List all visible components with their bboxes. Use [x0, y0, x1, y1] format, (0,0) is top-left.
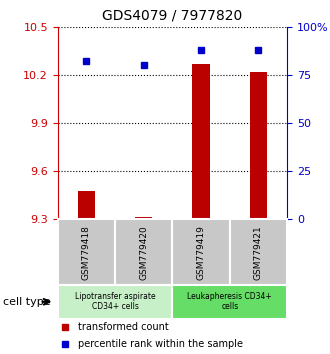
Bar	[115, 219, 172, 285]
Text: transformed count: transformed count	[79, 322, 169, 332]
Text: percentile rank within the sample: percentile rank within the sample	[79, 339, 244, 349]
Bar	[58, 285, 172, 319]
Text: Lipotransfer aspirate
CD34+ cells: Lipotransfer aspirate CD34+ cells	[75, 292, 155, 312]
Bar	[135, 217, 152, 219]
Bar	[78, 190, 95, 219]
Bar	[230, 219, 287, 285]
Text: Leukapheresis CD34+
cells: Leukapheresis CD34+ cells	[187, 292, 272, 312]
Bar	[58, 219, 115, 285]
Bar	[172, 219, 230, 285]
Bar	[192, 64, 210, 219]
Bar	[250, 72, 267, 219]
Title: GDS4079 / 7977820: GDS4079 / 7977820	[102, 8, 243, 23]
Text: GSM779419: GSM779419	[197, 225, 206, 280]
Text: GSM779420: GSM779420	[139, 225, 148, 280]
Bar	[172, 285, 287, 319]
Text: GSM779418: GSM779418	[82, 225, 91, 280]
Text: cell type: cell type	[3, 297, 51, 307]
Text: GSM779421: GSM779421	[254, 225, 263, 280]
